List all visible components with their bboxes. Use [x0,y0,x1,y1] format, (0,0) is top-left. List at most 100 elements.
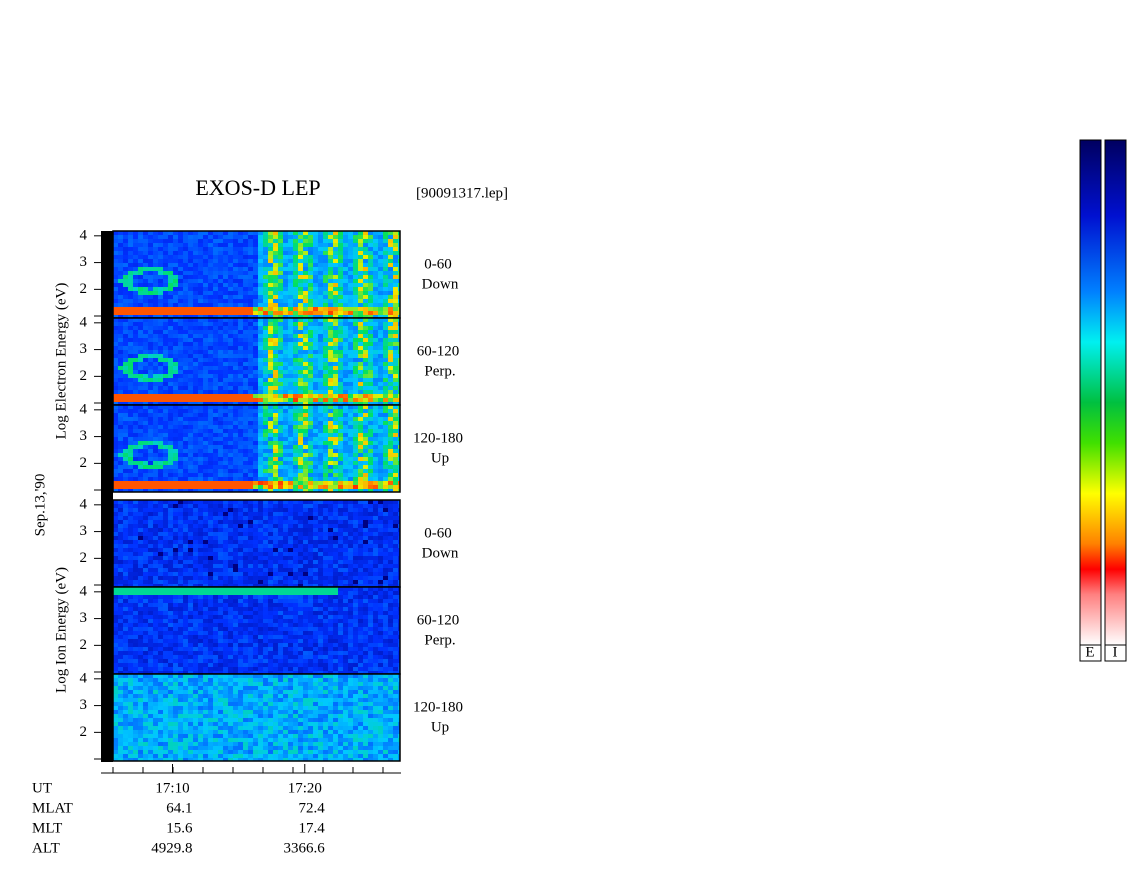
spectrogram-cell [203,413,208,417]
spectrogram-cell [193,346,198,350]
spectrogram-cell [243,378,248,382]
spectrogram-cell [223,417,228,421]
spectrogram-cell [138,390,143,394]
spectrogram-cell [148,413,153,417]
spectrogram-cell [298,520,303,524]
spectrogram-cell [148,402,153,405]
spectrogram-cell [323,243,328,247]
spectrogram-cell [203,548,208,552]
spectrogram-cell [383,366,388,370]
spectrogram-cell [378,307,383,311]
spectrogram-cell [388,283,393,287]
spectrogram-cell [113,255,118,259]
spectrogram-cell [223,354,228,358]
spectrogram-cell [213,251,218,255]
spectrogram-cell [393,457,398,461]
spectrogram-cell [243,485,248,489]
spectrogram-cell [163,342,168,346]
spectrogram-cell [338,489,343,492]
spectrogram-cell [333,239,338,243]
spectrogram-cell [378,326,383,330]
spectrogram-cell [173,251,178,255]
spectrogram-cell [288,299,293,303]
spectrogram-cell [283,580,288,584]
spectrogram-cell [313,295,318,299]
spectrogram-cell [203,235,208,239]
spectrogram-cell [273,572,278,576]
spectrogram-cell [223,473,228,477]
spectrogram-cell [258,580,263,584]
spectrogram-cell [328,473,333,477]
spectrogram-cell [373,413,378,417]
spectrogram-cell [243,342,248,346]
spectrogram-cell [363,556,368,560]
spectrogram-cell [363,489,368,492]
spectrogram-cell [138,421,143,425]
spectrogram-cell [318,556,323,560]
spectrogram-cell [243,560,248,564]
spectrogram-cell [138,564,143,568]
spectrogram-cell [133,465,138,469]
spectrogram-cell [188,295,193,299]
spectrogram-cell [253,303,258,307]
spectrogram-cell [138,382,143,386]
spectrogram-cell [223,449,228,453]
spectrogram-cell [343,358,348,362]
spectrogram-cell [278,477,283,481]
spectrogram-cell [248,334,253,338]
spectrogram-cell [123,576,128,580]
spectrogram-cell [118,580,123,584]
spectrogram-cell [128,255,133,259]
spectrogram-cell [318,524,323,528]
spectrogram-cell [348,263,353,267]
file-name: [90091317.lep] [416,185,508,201]
spectrogram-cell [388,378,393,382]
spectrogram-cell [123,457,128,461]
spectrogram-cell [133,342,138,346]
spectrogram-cell [283,334,288,338]
spectrogram-cell [183,251,188,255]
spectrogram-cell [293,437,298,441]
spectrogram-cell [168,409,173,413]
spectrogram-cell [313,441,318,445]
spectrogram-cell [318,500,323,504]
spectrogram-cell [273,315,278,318]
spectrogram-cell [313,239,318,243]
spectrogram-cell [278,544,283,548]
spectrogram-cell [253,433,258,437]
spectrogram-cell [393,441,398,445]
spectrogram-cell [398,267,400,271]
spectrogram-cell [183,378,188,382]
spectrogram-cell [388,354,393,358]
spectrogram-cell [253,235,258,239]
spectrogram-cell [348,311,353,315]
spectrogram-cell [228,366,233,370]
spectrogram-cell [148,465,153,469]
spectrogram-cell [203,398,208,402]
spectrogram-cell [343,386,348,390]
spectrogram-cell [218,580,223,584]
spectrogram-cell [358,342,363,346]
spectrogram-cell [138,481,143,485]
spectrogram-cell [158,560,163,564]
spectrogram-cell [223,429,228,433]
spectrogram-cell [363,390,368,394]
spectrogram-cell [158,548,163,552]
spectrogram-cell [173,512,178,516]
spectrogram-cell [268,504,273,508]
spectrogram-cell [203,564,208,568]
spectrogram-cell [113,334,118,338]
spectrogram-cell [263,370,268,374]
spectrogram-cell [133,504,138,508]
spectrogram-cell [358,315,363,318]
spectrogram-cell [203,358,208,362]
spectrogram-cell [128,402,133,405]
spectrogram-cell [163,291,168,295]
spectrogram-cell [193,556,198,560]
spectrogram-cell [203,405,208,409]
spectrogram-cell [218,267,223,271]
spectrogram-cell [143,552,148,556]
spectrogram-cell [243,421,248,425]
spectrogram-cell [243,453,248,457]
spectrogram-cell [148,568,153,572]
